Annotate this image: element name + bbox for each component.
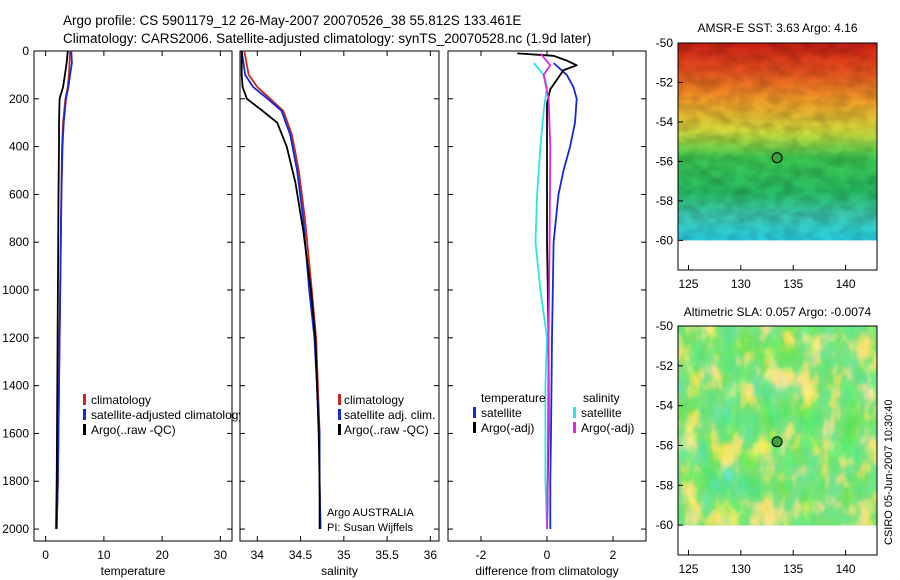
legend-swatch: [83, 424, 86, 435]
salinity-xtick-label: 35: [337, 548, 351, 562]
sst-map-ytick-label: -60: [656, 233, 674, 247]
sst-texture: [678, 43, 877, 241]
sla-field: [678, 326, 877, 526]
legend-swatch: [83, 409, 86, 420]
sst-map-xtick-label: 135: [783, 277, 803, 291]
legend-swatch: [338, 424, 341, 435]
salinity-series: [240, 51, 322, 530]
difference-series: [517, 52, 578, 530]
temperature-xtick-label: 0: [42, 548, 49, 562]
legend-swatch: [573, 422, 576, 433]
legend-entry: satellite-adjusted climatology: [91, 408, 244, 422]
sst-map-ytick-label: -56: [656, 154, 674, 168]
sla-map-ytick-label: -56: [656, 438, 674, 452]
annotation-line: PI: Susan Wijffels: [327, 522, 413, 534]
series-line: [55, 51, 69, 530]
sla-map-xtick-label: 125: [678, 562, 698, 576]
temperature-xtick-label: 30: [214, 548, 228, 562]
legend-header: temperature: [481, 391, 546, 405]
sla-map-ytick-label: -60: [656, 518, 674, 532]
temperature-xtick-label: 10: [97, 548, 111, 562]
legend-swatch: [473, 407, 476, 418]
sst-map-ytick-label: -52: [656, 75, 674, 89]
sst-map-ytick-label: -54: [656, 115, 674, 129]
difference-xtick-label: 0: [544, 548, 551, 562]
legend-entry: satellite: [581, 406, 622, 420]
difference-panel: -2 0 2 difference from climatology temperatu…: [447, 50, 647, 578]
depth-tick-label: 800: [9, 235, 29, 249]
temperature-series: [55, 51, 73, 530]
legend-entry: satellite adj. clim.: [344, 408, 435, 422]
depth-tick-label: 2000: [2, 522, 29, 536]
salinity-panel: 34 34.5 35 35.5 36 salinity climatologysatelli…: [239, 50, 440, 578]
salinity-xtick-label: 36: [424, 548, 438, 562]
legend-entry: climatology: [91, 393, 151, 407]
depth-tick-label: 600: [9, 187, 29, 201]
side-label: CSIRO 05-Jun-2007 10:30:40: [883, 399, 895, 545]
header-line2: Climatology: CARS2006. Satellite-adjuste…: [63, 31, 591, 46]
sla-map-xtick-label: 130: [731, 562, 751, 576]
sla-map-ytick-label: -52: [656, 359, 674, 373]
legend-entry: Argo(..raw -QC): [91, 423, 176, 437]
series-line: [55, 51, 73, 530]
sla-map-title: Altimetric SLA: 0.057 Argo: -0.0074: [684, 305, 872, 319]
series-line: [549, 62, 578, 529]
difference-xtick-label: 2: [610, 548, 617, 562]
difference-xlabel: difference from climatology: [475, 564, 618, 578]
sla-map-panel: Altimetric SLA: 0.057 Argo: -0.0074 125 13…: [656, 305, 878, 576]
series-line: [539, 52, 552, 530]
salinity-xlabel: salinity: [321, 564, 358, 578]
legend-swatch: [473, 422, 476, 433]
sst-map-xtick-label: 140: [836, 277, 856, 291]
salinity-xtick-label: 34: [251, 548, 265, 562]
header-line1: Argo profile: CS 5901179_12 26-May-2007 …: [63, 13, 521, 28]
legend-entry: satellite: [481, 406, 522, 420]
sla-map-frame: [677, 325, 878, 556]
depth-tick-label: 1800: [2, 474, 29, 488]
legend-swatch: [83, 394, 86, 405]
legend-entry: climatology: [344, 393, 404, 407]
temperature-xlabel: temperature: [101, 564, 166, 578]
legend-swatch: [573, 407, 576, 418]
depth-tick-label: 1400: [2, 379, 29, 393]
legend-swatch: [338, 409, 341, 420]
depth-tick-label: 1200: [2, 331, 29, 345]
sst-map-xtick-label: 130: [731, 277, 751, 291]
legend-entry: Argo(-adj): [581, 421, 634, 435]
legend-header: salinity: [583, 391, 620, 405]
sla-map-ytick-label: -54: [656, 399, 674, 413]
series-line: [240, 51, 321, 529]
sla-map-ytick-label: -50: [656, 319, 674, 333]
sla-map-xtick-label: 140: [836, 562, 856, 576]
salinity-frame: [239, 50, 440, 542]
argo-position-marker: [771, 436, 783, 448]
sst-map-panel: AMSR-E SST: 3.63 Argo: 4.16 125 130 135 140 -…: [656, 21, 878, 291]
sla-map-ytick-label: -58: [656, 478, 674, 492]
legend-entry: Argo(..raw -QC): [344, 423, 429, 437]
sst-map-title: AMSR-E SST: 3.63 Argo: 4.16: [697, 21, 857, 35]
sst-map-ytick-label: -50: [656, 36, 674, 50]
salinity-xtick-label: 34.5: [289, 548, 313, 562]
depth-tick-label: 0: [22, 44, 29, 58]
argo-position-marker: [771, 152, 783, 164]
temperature-panel: 0 10 20 30 0 200 400 600 800 1000 1200 1400 1600 1800…: [2, 44, 244, 578]
sst-map-xtick-label: 125: [678, 277, 698, 291]
sla-map-xtick-label: 135: [783, 562, 803, 576]
salinity-xtick-label: 35.5: [375, 548, 399, 562]
temperature-xtick-label: 20: [155, 548, 169, 562]
annotation-line: Argo AUSTRALIA: [327, 507, 414, 519]
depth-tick-label: 1000: [2, 283, 29, 297]
difference-xtick-label: -2: [476, 548, 487, 562]
depth-tick-label: 1600: [2, 426, 29, 440]
sst-map-frame: [677, 42, 878, 271]
sst-map-ytick-label: -58: [656, 194, 674, 208]
temperature-frame: [33, 50, 233, 542]
depth-tick-label: 400: [9, 140, 29, 154]
legend-entry: Argo(-adj): [481, 421, 534, 435]
depth-tick-label: 200: [9, 92, 29, 106]
legend-swatch: [338, 394, 341, 405]
